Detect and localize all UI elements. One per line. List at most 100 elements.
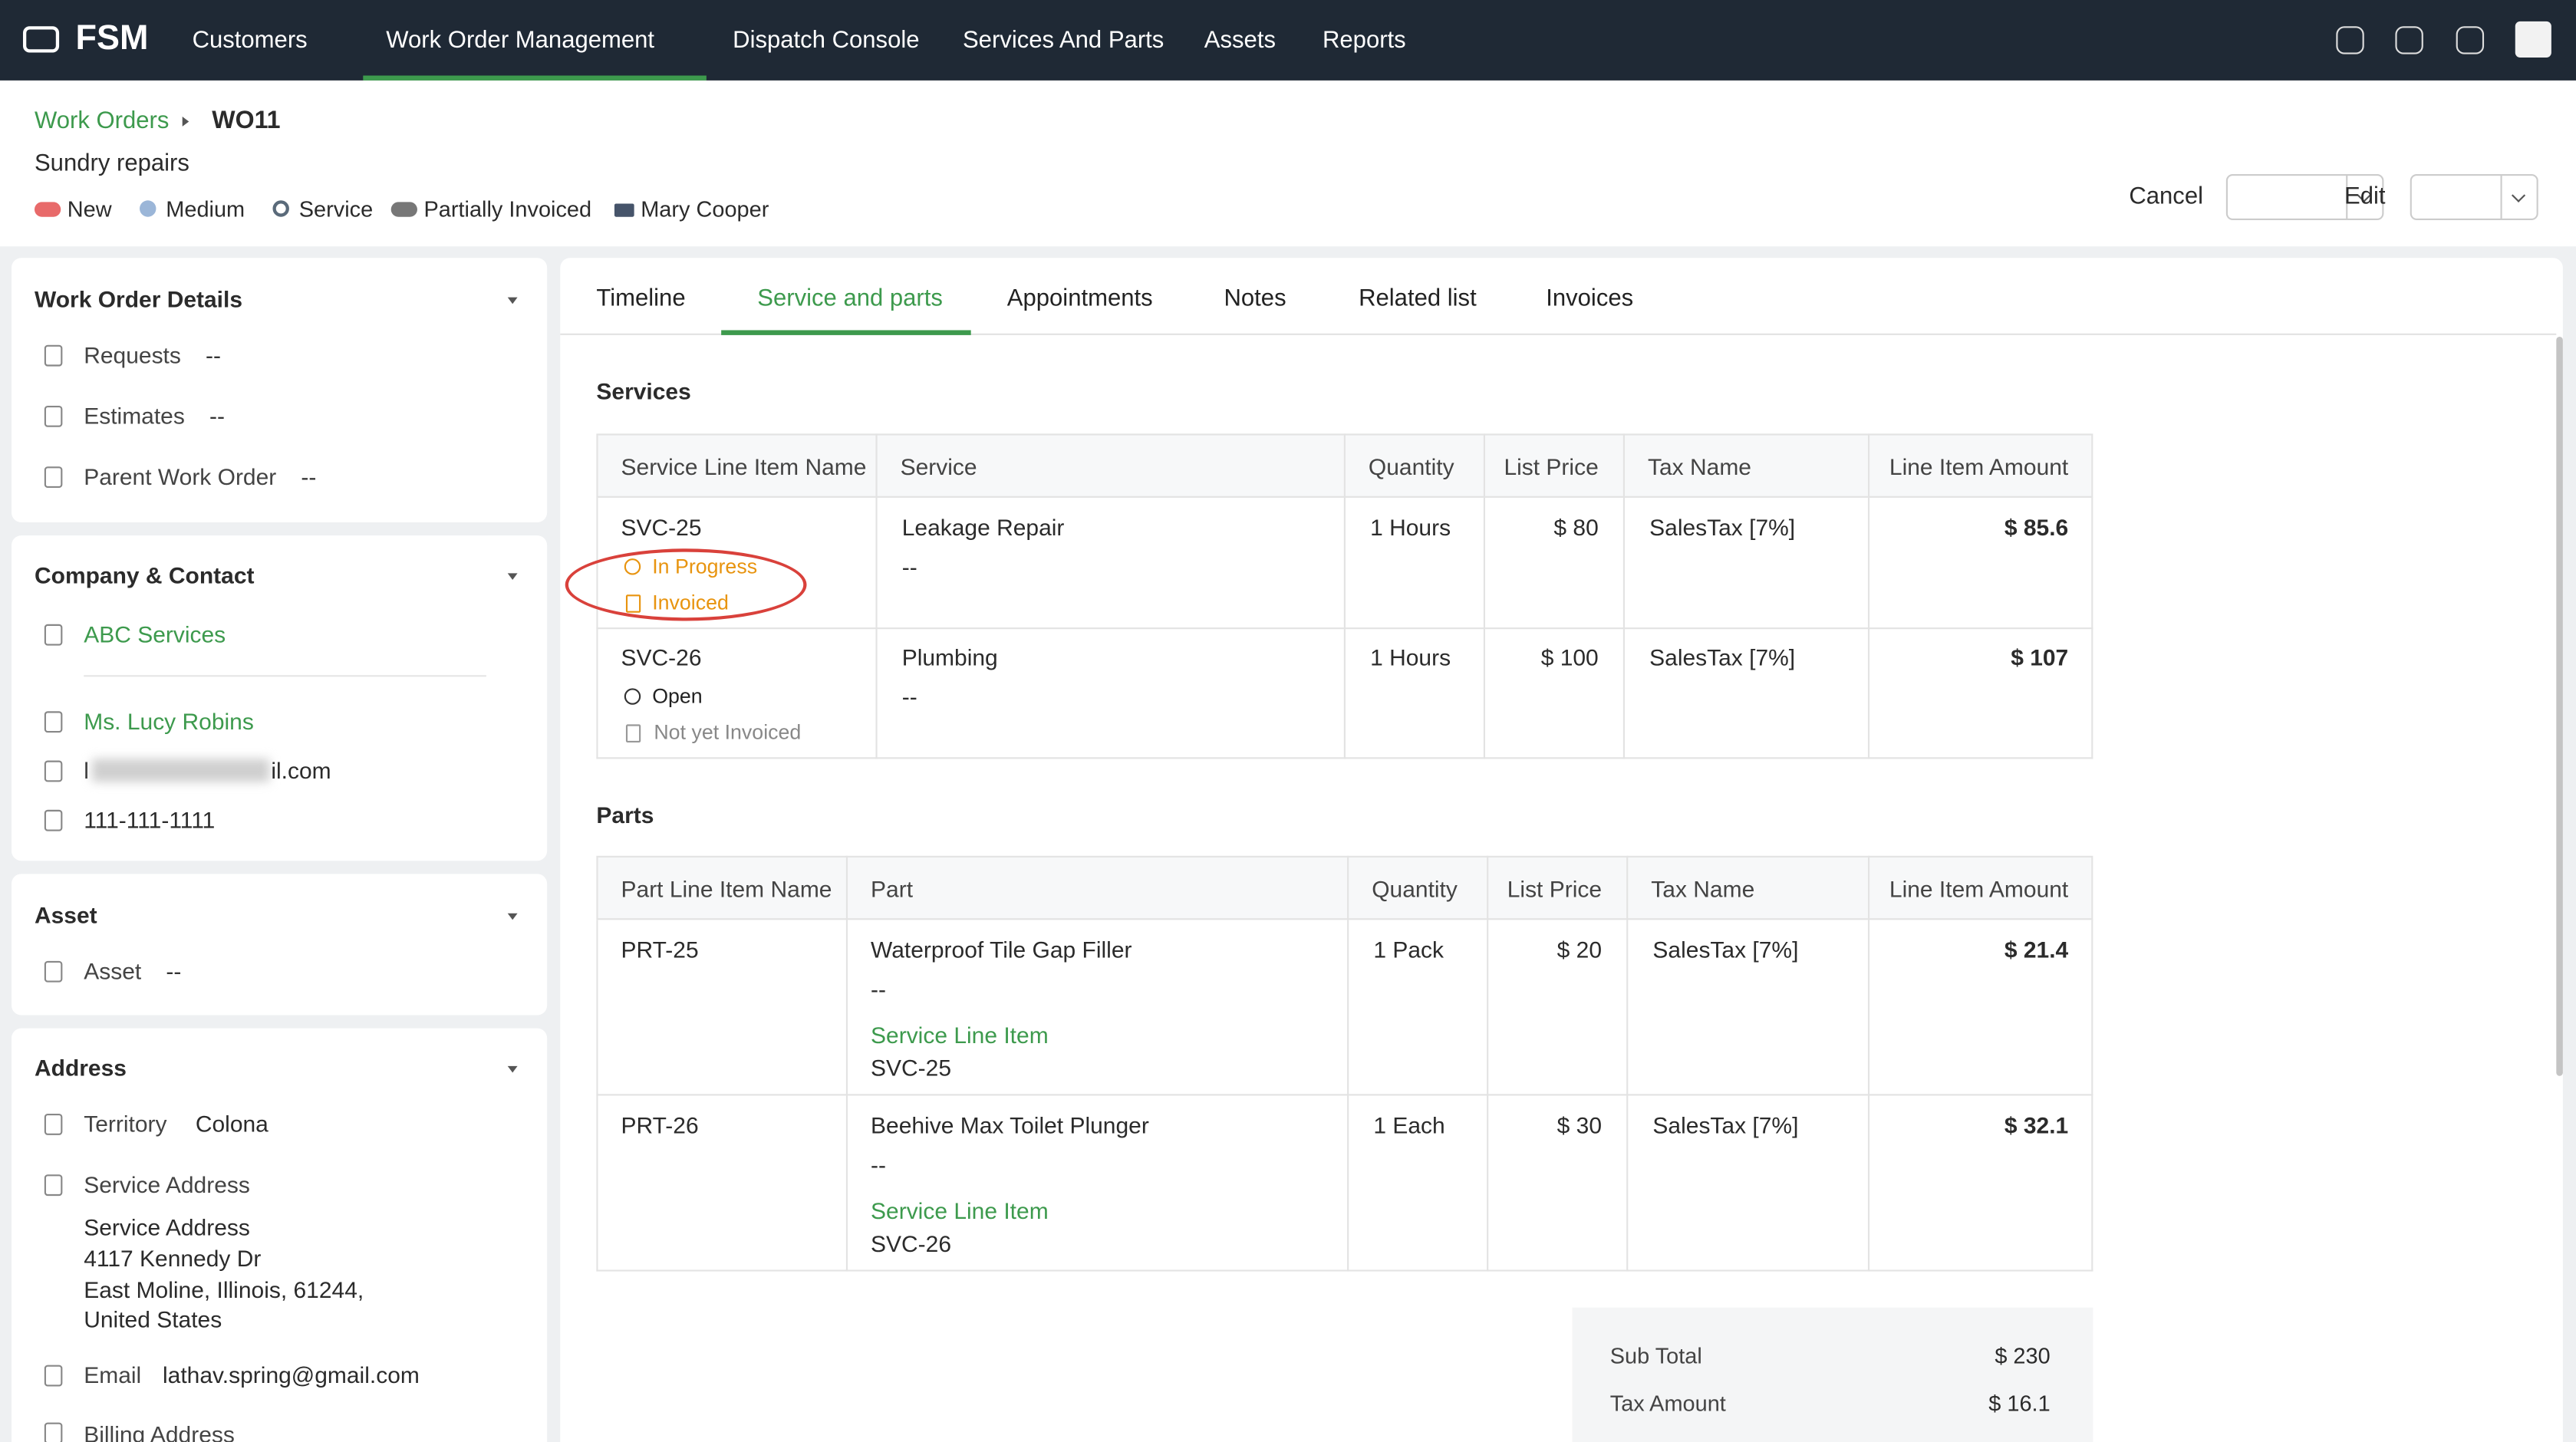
line-amount: $ 85.6 <box>2004 514 2069 541</box>
field-row: Parent Work Order -- <box>84 462 527 492</box>
service-line-value: SVC-26 <box>871 1230 952 1257</box>
field-label: Requests <box>84 341 181 368</box>
nav-icon[interactable] <box>2456 26 2485 54</box>
tax-name: SalesTax [7%] <box>1652 936 1799 963</box>
avatar[interactable] <box>2515 21 2551 58</box>
button-label[interactable]: Edit <box>2344 183 2386 211</box>
field-icon <box>44 960 63 983</box>
tag-icon <box>614 203 634 217</box>
card <box>11 874 548 1016</box>
card-title: Asset <box>34 901 97 928</box>
tag-icon <box>272 200 289 217</box>
button[interactable] <box>2410 174 2538 220</box>
card <box>11 1028 548 1442</box>
nav-item[interactable]: Services And Parts <box>962 28 1164 54</box>
part: Waterproof Tile Gap Filler <box>871 936 1132 963</box>
nav-active <box>363 75 707 81</box>
nav-item[interactable]: Assets <box>1204 28 1276 54</box>
service-line-label: Service Line Item <box>871 1197 1049 1224</box>
field-value: Colona <box>195 1110 268 1137</box>
company-link[interactable]: ABC Services <box>84 621 226 647</box>
tab[interactable]: Timeline <box>596 285 686 312</box>
phone: 111-111-1111 <box>84 806 216 833</box>
tab[interactable]: Appointments <box>1006 285 1153 312</box>
column-header: Line Item Amount <box>1889 875 2069 902</box>
collapse-caret[interactable] <box>507 1065 518 1073</box>
field-row: Asset -- <box>84 956 527 986</box>
nav-icon[interactable] <box>2336 26 2364 54</box>
list-price: $ 80 <box>1553 514 1599 541</box>
quantity: 1 Pack <box>1373 936 1444 963</box>
field-icon <box>44 344 63 367</box>
section-title: Services <box>596 377 691 404</box>
collapse-caret[interactable] <box>507 297 518 305</box>
field-label: Asset <box>84 957 142 984</box>
field-value: -- <box>301 463 317 490</box>
email-start: l <box>84 757 89 784</box>
scrollbar <box>2556 337 2563 1076</box>
tab[interactable]: Related list <box>1359 285 1477 312</box>
invoice-status: Not yet Invoiced <box>654 721 802 745</box>
field-label: Parent Work Order <box>84 463 277 490</box>
column-header: Part <box>871 875 914 902</box>
address-line: East Moline, Illinois, 61244, <box>84 1276 364 1303</box>
field-icon <box>44 711 63 733</box>
breadcrumb-sep <box>182 117 189 127</box>
button-label[interactable]: Cancel <box>2129 183 2203 211</box>
collapse-caret[interactable] <box>507 913 518 920</box>
table-row <box>596 1095 2093 1272</box>
tag: New <box>67 196 112 222</box>
brand: FSM <box>75 19 149 58</box>
column-header: Quantity <box>1368 453 1454 480</box>
tab[interactable]: Notes <box>1224 285 1286 312</box>
card <box>11 535 548 861</box>
total-value: $ 230 <box>1995 1343 2051 1368</box>
field-icon <box>44 809 63 831</box>
column-divider <box>1622 433 1626 759</box>
tag: Partially Invoiced <box>423 196 592 222</box>
tag-icon <box>390 202 417 217</box>
card-title: Work Order Details <box>34 285 243 312</box>
nav-icon[interactable] <box>2395 26 2423 54</box>
column-divider <box>1343 433 1346 759</box>
service-line-label: Service Line Item <box>871 1022 1049 1049</box>
nav-item[interactable]: Customers <box>192 28 308 54</box>
column-header: Part Line Item Name <box>621 875 832 902</box>
highlight-ellipse <box>565 548 807 621</box>
nav-item[interactable]: Reports <box>1322 28 1406 54</box>
column-divider <box>1483 433 1485 759</box>
column-divider <box>845 855 848 1272</box>
nav-item[interactable]: Work Order Management <box>386 28 655 54</box>
field-icon <box>44 1113 63 1135</box>
column-divider <box>1347 855 1349 1272</box>
card <box>11 258 548 523</box>
tag: Mary Cooper <box>641 196 769 222</box>
field-label: Service Address <box>84 1170 250 1198</box>
column-divider <box>875 433 878 759</box>
column-header: Service Line Item Name <box>621 453 867 480</box>
tab[interactable]: Invoices <box>1546 285 1634 312</box>
description: -- <box>901 683 917 710</box>
line-item-name: PRT-25 <box>621 936 699 963</box>
column-header: Tax Name <box>1648 453 1751 480</box>
tag: Medium <box>166 196 245 222</box>
status: Open <box>652 685 703 709</box>
column-header: Service <box>900 453 977 480</box>
collapse-caret[interactable] <box>507 573 518 580</box>
tab[interactable]: Service and parts <box>757 285 943 312</box>
contact-link[interactable]: Ms. Lucy Robins <box>84 708 254 735</box>
address-line: 4117 Kennedy Dr <box>84 1245 262 1272</box>
breadcrumb-link[interactable]: Work Orders <box>34 108 170 135</box>
tag: Service <box>298 196 374 222</box>
record-id: WO11 <box>212 107 281 135</box>
button[interactable] <box>2225 174 2384 220</box>
email-end: il.com <box>271 757 331 784</box>
quantity: 1 Hours <box>1370 514 1451 541</box>
nav-item[interactable]: Dispatch Console <box>733 28 920 54</box>
quantity: 1 Hours <box>1370 644 1451 670</box>
list-price: $ 30 <box>1556 1111 1603 1139</box>
column-header: List Price <box>1504 453 1599 480</box>
field-value: -- <box>209 402 225 429</box>
service: Leakage Repair <box>901 514 1065 541</box>
total-label: Tax Amount <box>1609 1391 1726 1417</box>
